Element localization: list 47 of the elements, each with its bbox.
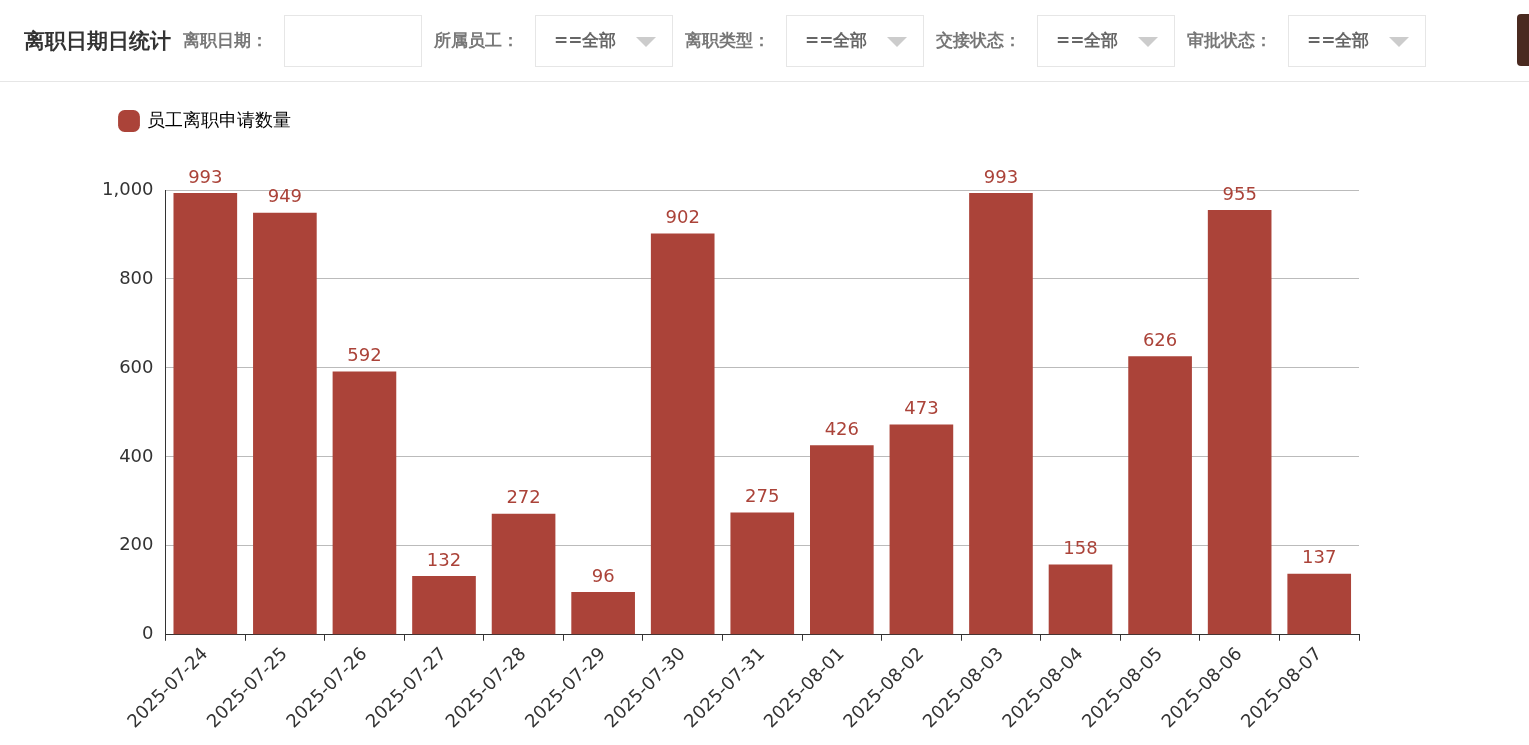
data-label: 473 xyxy=(904,397,939,419)
bar xyxy=(412,576,476,635)
data-label: 132 xyxy=(426,548,462,570)
y-tick-label: 1,000 xyxy=(102,177,154,199)
y-tick-label: 200 xyxy=(119,533,154,555)
data-label: 96 xyxy=(591,564,615,586)
data-label: 592 xyxy=(347,344,382,366)
data-label: 426 xyxy=(824,417,860,439)
data-label: 626 xyxy=(1142,329,1178,351)
data-label: 993 xyxy=(983,165,1019,187)
bar xyxy=(173,193,238,635)
y-tick-label: 400 xyxy=(119,444,154,466)
bar xyxy=(1207,210,1272,635)
data-label: 955 xyxy=(1222,182,1257,204)
bar xyxy=(491,513,556,635)
text: ==全部 xyxy=(535,14,673,67)
y-tick-label: 800 xyxy=(119,266,154,288)
y-tick-label: 0 xyxy=(142,622,154,644)
text: 离职类型： xyxy=(685,29,770,52)
data-label: 993 xyxy=(188,165,223,187)
bar xyxy=(889,424,954,635)
data-label: 137 xyxy=(1302,546,1337,568)
data-label: 949 xyxy=(267,185,303,207)
text: ==全部 xyxy=(1037,14,1175,67)
bar xyxy=(1287,573,1352,635)
data-label: 158 xyxy=(1063,537,1098,559)
bar xyxy=(571,592,635,635)
chart-title: 离职日期日统计 xyxy=(24,27,171,55)
data-label: 275 xyxy=(745,485,780,507)
data-label: 272 xyxy=(506,486,541,508)
bar xyxy=(810,445,874,635)
bar xyxy=(332,371,397,635)
bar xyxy=(969,193,1033,635)
legend-label: 员工离职申请数量 xyxy=(147,108,291,130)
text: ==全部 xyxy=(1288,14,1426,67)
text: 审批状态： xyxy=(1187,29,1272,52)
text: 所属员工： xyxy=(434,29,519,52)
text: 交接状态： xyxy=(936,29,1021,52)
bar xyxy=(1048,564,1113,635)
bar xyxy=(650,233,715,635)
bar xyxy=(1128,356,1192,635)
data-label: 902 xyxy=(665,206,700,228)
text: ==全部 xyxy=(786,14,924,67)
y-tick-label: 600 xyxy=(119,355,154,377)
bar xyxy=(730,512,795,635)
text: 离职日期： xyxy=(183,29,268,52)
bar xyxy=(253,212,317,635)
